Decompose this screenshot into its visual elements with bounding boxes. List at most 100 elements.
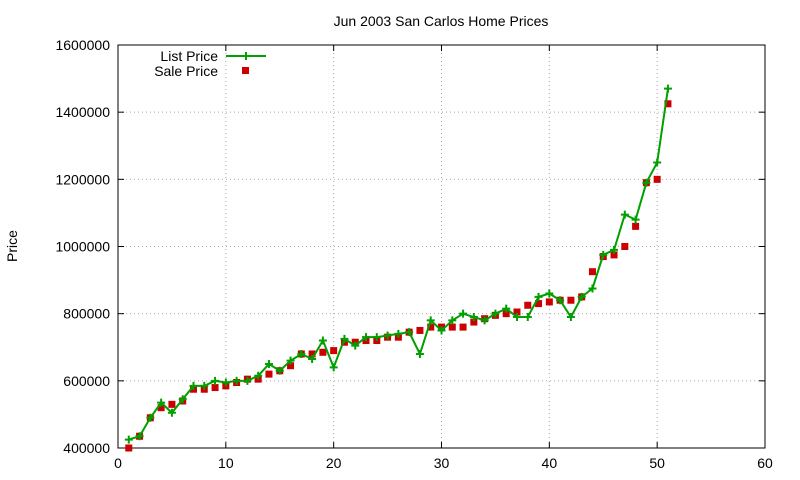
list-price-point: [383, 331, 392, 340]
legend-marker-sale-price: [242, 67, 249, 74]
list-price-point: [297, 349, 306, 358]
list-price-point: [502, 304, 511, 313]
list-price-point: [308, 355, 317, 364]
legend-marker-list-price: [242, 52, 250, 60]
list-price-point: [534, 292, 543, 301]
list-price-point: [512, 313, 521, 322]
x-tick-label: 30: [434, 455, 450, 471]
sale-price-point: [664, 100, 672, 108]
list-price-point: [178, 395, 187, 404]
list-price-point: [394, 329, 403, 338]
list-price-point: [566, 313, 575, 322]
list-price-point: [211, 376, 220, 385]
list-price-point: [491, 309, 500, 318]
axis-ticks: 400000 600000 800000 1000000 1200000 1400000 1…: [55, 37, 773, 471]
x-tick-label: 50: [649, 455, 665, 471]
sale-price-point: [621, 243, 629, 250]
list-price-point: [340, 334, 349, 343]
list-price-point: [480, 316, 489, 325]
x-tick-label: 40: [542, 455, 558, 471]
sale-price-point: [535, 300, 543, 308]
sale-price-point: [470, 318, 478, 326]
list-price-point: [329, 363, 338, 372]
y-tick-label: 1600000: [55, 37, 110, 53]
list-price-point: [200, 381, 209, 390]
sale-price-point: [157, 404, 165, 412]
sale-price-point: [427, 323, 435, 331]
sale-price-point: [168, 400, 176, 408]
x-tick-label: 0: [114, 455, 122, 471]
x-tick-label: 60: [757, 455, 773, 471]
list-price-point: [351, 341, 360, 350]
list-price-point: [243, 376, 252, 385]
sale-price-point: [330, 347, 338, 355]
list-price-point: [405, 328, 414, 337]
list-price-point: [459, 309, 468, 318]
list-price-point: [642, 178, 651, 187]
list-price-point: [415, 349, 424, 358]
x-tick-label: 20: [326, 455, 342, 471]
legend: List Price Sale Price: [154, 48, 266, 79]
list-price-point: [588, 284, 597, 293]
sale-price-point: [287, 362, 295, 370]
x-tick-label: 10: [218, 455, 234, 471]
sale-price-point: [653, 175, 661, 183]
list-price-point: [318, 336, 327, 345]
sale-price-point: [308, 350, 316, 358]
legend-label-list-price: List Price: [160, 48, 218, 64]
plot-frame: [117, 44, 766, 449]
list-price-point: [232, 376, 241, 385]
sale-price-point: [416, 326, 424, 334]
list-price-point: [157, 398, 166, 407]
sale-price-point: [125, 444, 133, 452]
list-price-point: [135, 432, 144, 441]
list-price-point: [653, 158, 662, 167]
legend-label-sale-price: Sale Price: [154, 63, 218, 79]
sale-price-point: [545, 298, 553, 306]
y-tick-label: 400000: [63, 440, 110, 456]
sale-price-point: [502, 310, 510, 318]
sale-price-point: [319, 348, 327, 356]
y-tick-label: 1200000: [55, 171, 110, 187]
list-price-point: [545, 289, 554, 298]
y-tick-label: 800000: [63, 306, 110, 322]
list-price-point: [599, 250, 608, 259]
list-price-point: [146, 413, 155, 422]
list-price-point: [620, 210, 629, 219]
list-price-point: [577, 292, 586, 301]
sale-price-point: [588, 268, 596, 276]
sale-price-point: [448, 323, 456, 331]
sale-price-point: [610, 251, 618, 259]
list-price-point: [631, 215, 640, 224]
list-price-line: [128, 88, 669, 441]
sale-price-point: [632, 222, 640, 230]
y-tick-label: 1400000: [55, 104, 110, 120]
list-price-point: [663, 84, 672, 93]
sale-price-point: [211, 384, 219, 392]
list-price-point: [189, 381, 198, 390]
sale-price-point: [459, 323, 467, 331]
y-tick-label: 1000000: [55, 239, 110, 255]
list-price-point: [523, 313, 532, 322]
list-price-point: [264, 360, 273, 369]
sale-price-point: [567, 296, 575, 304]
list-price-point: [610, 245, 619, 254]
list-price-point: [362, 333, 371, 342]
list-price-point: [556, 296, 565, 305]
list-price-point: [426, 316, 435, 325]
sale-price-point: [524, 301, 532, 309]
list-price-point: [372, 333, 381, 342]
series-layer: [124, 84, 672, 452]
y-axis-label: Price: [4, 230, 20, 262]
list-price-point: [469, 313, 478, 322]
sale-price-point: [513, 308, 521, 316]
list-price-point: [221, 378, 230, 387]
list-price-point: [167, 408, 176, 417]
list-price-point: [124, 435, 133, 444]
list-price-point: [286, 356, 295, 365]
list-price-point: [437, 326, 446, 335]
y-tick-label: 600000: [63, 373, 110, 389]
list-price-point: [254, 371, 263, 380]
list-price-point: [448, 316, 457, 325]
